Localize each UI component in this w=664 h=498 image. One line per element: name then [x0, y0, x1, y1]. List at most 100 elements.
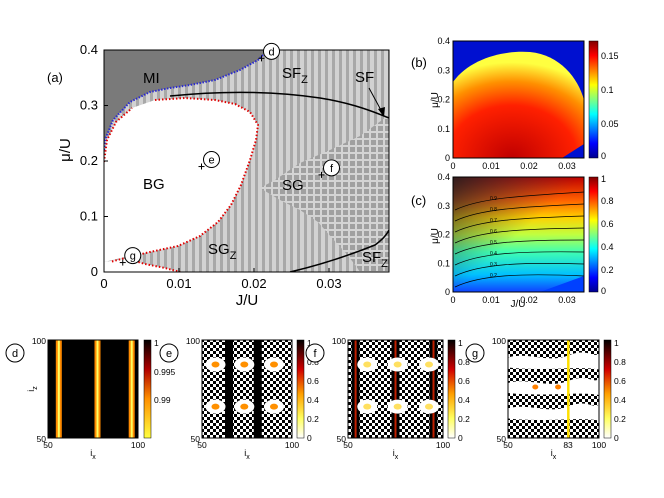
contour-line	[454, 251, 584, 266]
panel-label: d	[12, 348, 18, 360]
contour-line	[454, 203, 584, 222]
contour-label: 0.2	[490, 273, 497, 279]
xlabel-sub: x	[246, 454, 250, 461]
phase-sgz-main: SG	[208, 241, 230, 258]
colorbar	[603, 339, 612, 439]
xlabel-main: i	[244, 448, 246, 458]
ytick-label: 50	[497, 434, 507, 444]
marker-label: f	[330, 163, 334, 175]
contour-label: 0.7	[490, 218, 497, 224]
panel-b: (b) 0 0.01 0.02 0.03 0 0.1 0.2 0.3 0.4 0.15 0.1 0.0…	[411, 36, 619, 171]
bright-spot	[270, 361, 278, 368]
panel-c-xtick-label: 0	[450, 295, 455, 305]
panel-frame	[347, 339, 444, 439]
ytick-label: 100	[492, 336, 506, 346]
panel-c-ytick-label: 0.2	[437, 230, 450, 240]
xtick-label: 100	[436, 440, 450, 450]
contour-label: 0.4	[490, 251, 497, 257]
panel-b-frame	[452, 40, 585, 159]
panel-frame	[507, 339, 600, 439]
colorbar-tick: 0.4	[614, 395, 626, 405]
panel-a-ytick-label: 0.2	[80, 153, 98, 168]
ytick-label: 100	[332, 336, 346, 346]
phase-sgz-sub: Z	[230, 250, 237, 262]
marker-circle-icon	[323, 159, 340, 177]
colorbar-tick: 0	[458, 433, 463, 443]
panel-c-ytick-label: 0	[445, 287, 450, 297]
xtick-label: 50	[197, 440, 207, 450]
panel-b-xtick-label: 0.03	[558, 161, 576, 171]
panel-c-frame	[452, 176, 585, 293]
panel-d-background	[48, 340, 138, 438]
dark-column	[225, 340, 233, 438]
panel-b-dome	[453, 51, 584, 158]
colorbar	[143, 339, 152, 439]
colorbar-tick: 0.6	[458, 376, 470, 386]
marker-g: g	[119, 247, 142, 266]
panel-b-corner	[562, 144, 584, 158]
marker-f: f	[318, 159, 340, 178]
panel-a-markers: d e f g	[119, 42, 340, 266]
phase-sfz-top-sub: Z	[301, 74, 308, 86]
dark-column	[253, 340, 262, 438]
phase-sg: SG	[282, 177, 304, 194]
marker-d: d	[258, 42, 280, 62]
panel-a-xtick-label: 0.01	[166, 276, 191, 291]
red-boundary	[104, 96, 260, 272]
contour-label: 0.8	[490, 207, 497, 213]
marker-label: e	[208, 155, 214, 167]
panel-c-cbar-tick: 0.6	[601, 219, 614, 229]
panel-c-ticks: 0 0.01 0.02 0.03 0 0.1 0.2 0.3 0.4 1 0.8 0.6 0.4 0.2 0	[437, 172, 613, 305]
panel-label-circle-icon	[305, 343, 325, 363]
panel-a-ylabel: μ/U	[57, 138, 74, 162]
colorbar-tick: 0.6	[307, 376, 319, 386]
bright-column-core	[432, 340, 435, 438]
panel-c-cbar-tick: 0.2	[601, 265, 614, 275]
ylabel: iz	[26, 386, 39, 392]
bright-spot	[532, 384, 539, 390]
bright-spot	[393, 361, 402, 368]
panel-c-cbar-tick: 0.8	[601, 196, 614, 206]
panel-a-ytick-label: 0.3	[80, 98, 98, 113]
panel-c-ytick-label: 0.4	[437, 172, 450, 182]
colorbar-tick: 0	[307, 433, 312, 443]
phase-bg: BG	[143, 176, 165, 193]
bright-spot	[270, 403, 278, 410]
panel-frame	[201, 339, 293, 439]
contour-line	[454, 262, 584, 277]
colorbar-tick: 0.8	[614, 357, 626, 367]
panel-c-contours: 0.9 0.8 0.7 0.6 0.5 0.4 0.3 0.2	[454, 191, 584, 288]
contour-label: 0.6	[490, 229, 497, 235]
panel-c-corner	[540, 276, 584, 292]
phase-sfz-bottom: SFZ	[362, 249, 388, 270]
phase-sfz-bottom-main: SF	[362, 249, 381, 266]
xtick-label: 100	[592, 440, 606, 450]
bright-spot	[393, 403, 402, 410]
mi-region	[104, 50, 268, 150]
panel-d-stripe-core	[130, 340, 133, 438]
colorbar-tick: 0.6	[614, 376, 626, 386]
sf-arrow-icon	[368, 87, 385, 117]
xtick-label: 50	[43, 440, 53, 450]
bright-spot	[425, 361, 433, 368]
blue-boundary	[104, 50, 269, 151]
bright-column-core	[354, 340, 357, 438]
panel-c-colorbar	[588, 176, 599, 293]
ytick-label: 50	[337, 434, 347, 444]
panel-c-xtick-label: 0.03	[558, 295, 576, 305]
colorbar-tick: 1	[307, 338, 312, 348]
ytick-label: 100	[32, 336, 46, 346]
panel-a-phase-labels: MI BG SG SF SFZ SGZ SFZ	[143, 65, 388, 270]
panel-a-ticks: 0 0.01 0.02 0.03 0 0.1 0.2 0.3 0.4	[80, 42, 342, 291]
xlabel: ix	[393, 448, 399, 461]
phase-mi: MI	[143, 70, 160, 87]
xlabel-sub: x	[92, 454, 96, 461]
panel-a-xlabel: J/U	[236, 292, 259, 309]
panel-label-circle-icon	[465, 343, 485, 363]
panel-b-ytick-label: 0.4	[437, 36, 450, 46]
colorbar	[296, 339, 305, 439]
colorbar	[447, 339, 456, 439]
ytick-label: 100	[186, 336, 200, 346]
